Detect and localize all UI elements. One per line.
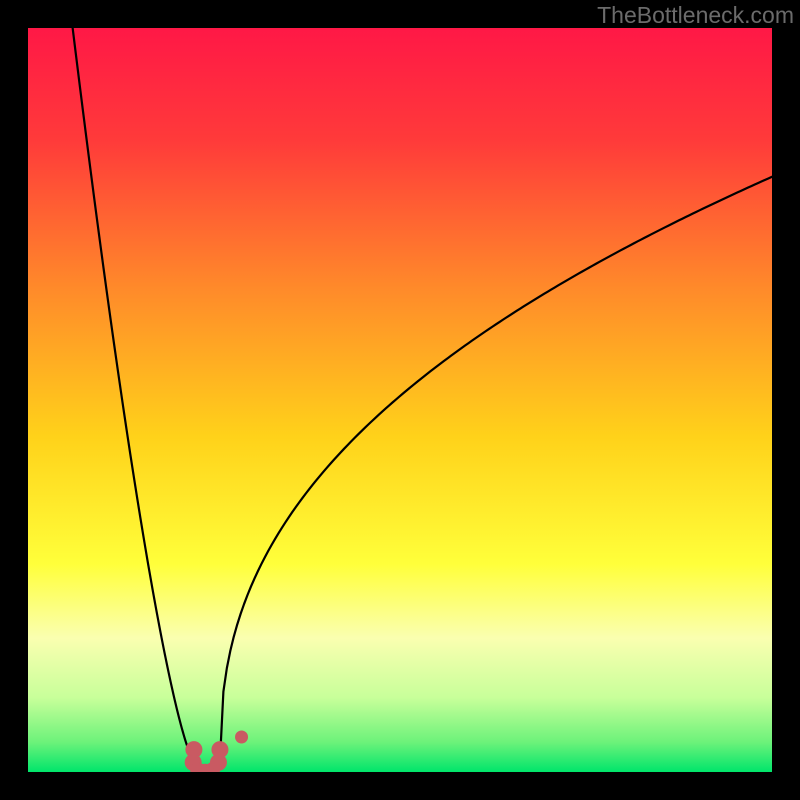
- chart-frame: TheBottleneck.com: [0, 0, 800, 800]
- bottleneck-path: [73, 28, 772, 771]
- curve-marker: [236, 731, 248, 743]
- watermark-text: TheBottleneck.com: [597, 2, 794, 29]
- plot-area: [28, 28, 772, 772]
- curve-marker: [212, 742, 228, 758]
- bottleneck-curve: [28, 28, 772, 772]
